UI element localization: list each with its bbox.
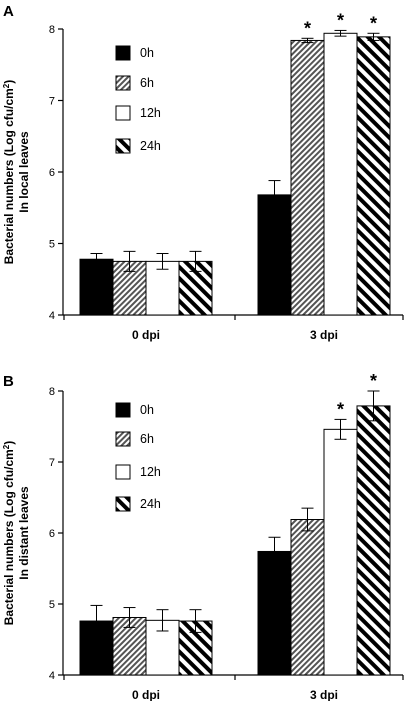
legend: 0h 6h 12h 24h (115, 45, 161, 154)
legend-swatch-0h (115, 45, 131, 61)
legend-swatch-24h (115, 138, 131, 154)
y-tick-label: 8 (49, 386, 55, 398)
legend-label: 24h (140, 139, 161, 153)
legend-swatch-12h (115, 464, 131, 480)
y-axis-title: Bacterial numbers (Log cfu/cm2) (2, 80, 17, 265)
y-axis-title: Bacterial numbers (Log cfu/cm2) (2, 441, 17, 626)
y-tick-label: 8 (49, 24, 55, 36)
legend-swatch-24h (115, 496, 131, 512)
significance-star: * (370, 13, 377, 33)
legend-swatch-0h (115, 402, 131, 418)
y-tick-label: 7 (49, 457, 55, 469)
legend-swatch-6h (115, 75, 131, 91)
bar-0h (257, 194, 292, 316)
y-tick-label: 5 (49, 599, 55, 611)
bar-12h (323, 32, 358, 316)
y-tick-label: 5 (49, 239, 55, 251)
category-label: 0 dpi (132, 688, 160, 701)
legend-label: 6h (140, 432, 154, 446)
bar-24h (356, 36, 391, 316)
bar-12h (145, 260, 180, 316)
bar-6h (290, 519, 325, 676)
chart-panel-a: A Bacterial numbers (Log cfu/cm2)In local… (2, 3, 404, 342)
y-axis-subtitle: In distant leaves (17, 486, 31, 580)
legend-label: 6h (140, 76, 154, 90)
bar-6h (290, 39, 325, 316)
category-label: 3 dpi (310, 328, 338, 342)
significance-star: * (304, 18, 311, 38)
legend-label: 0h (140, 403, 154, 417)
legend-label: 0h (140, 46, 154, 60)
legend: 0h 6h 12h 24h (115, 402, 161, 512)
y-axis-subtitle: In local leaves (17, 131, 31, 213)
y-tick-label: 4 (49, 310, 55, 322)
significance-star: * (337, 10, 344, 30)
legend-swatch-12h (115, 105, 131, 121)
significance-star: * (337, 399, 344, 419)
y-tick-label: 6 (49, 528, 55, 540)
y-tick-label: 7 (49, 96, 55, 108)
category-label: 0 dpi (132, 328, 160, 342)
y-tick-label: 4 (49, 670, 55, 682)
panel-letter: B (3, 373, 14, 390)
category-label: 3 dpi (310, 688, 338, 701)
legend-label: 24h (140, 497, 161, 511)
legend-label: 12h (140, 465, 161, 479)
chart-panel-b: B Bacterial numbers (Log cfu/cm2)In dista… (2, 371, 404, 701)
legend-label: 12h (140, 106, 161, 120)
significance-star: * (370, 371, 377, 391)
y-tick-label: 6 (49, 167, 55, 179)
legend-swatch-6h (115, 431, 131, 447)
bar-0h (257, 550, 292, 676)
bar-0h (79, 258, 114, 316)
panel-letter: A (3, 3, 14, 20)
bar-24h (356, 405, 391, 676)
bar-12h (323, 428, 358, 676)
